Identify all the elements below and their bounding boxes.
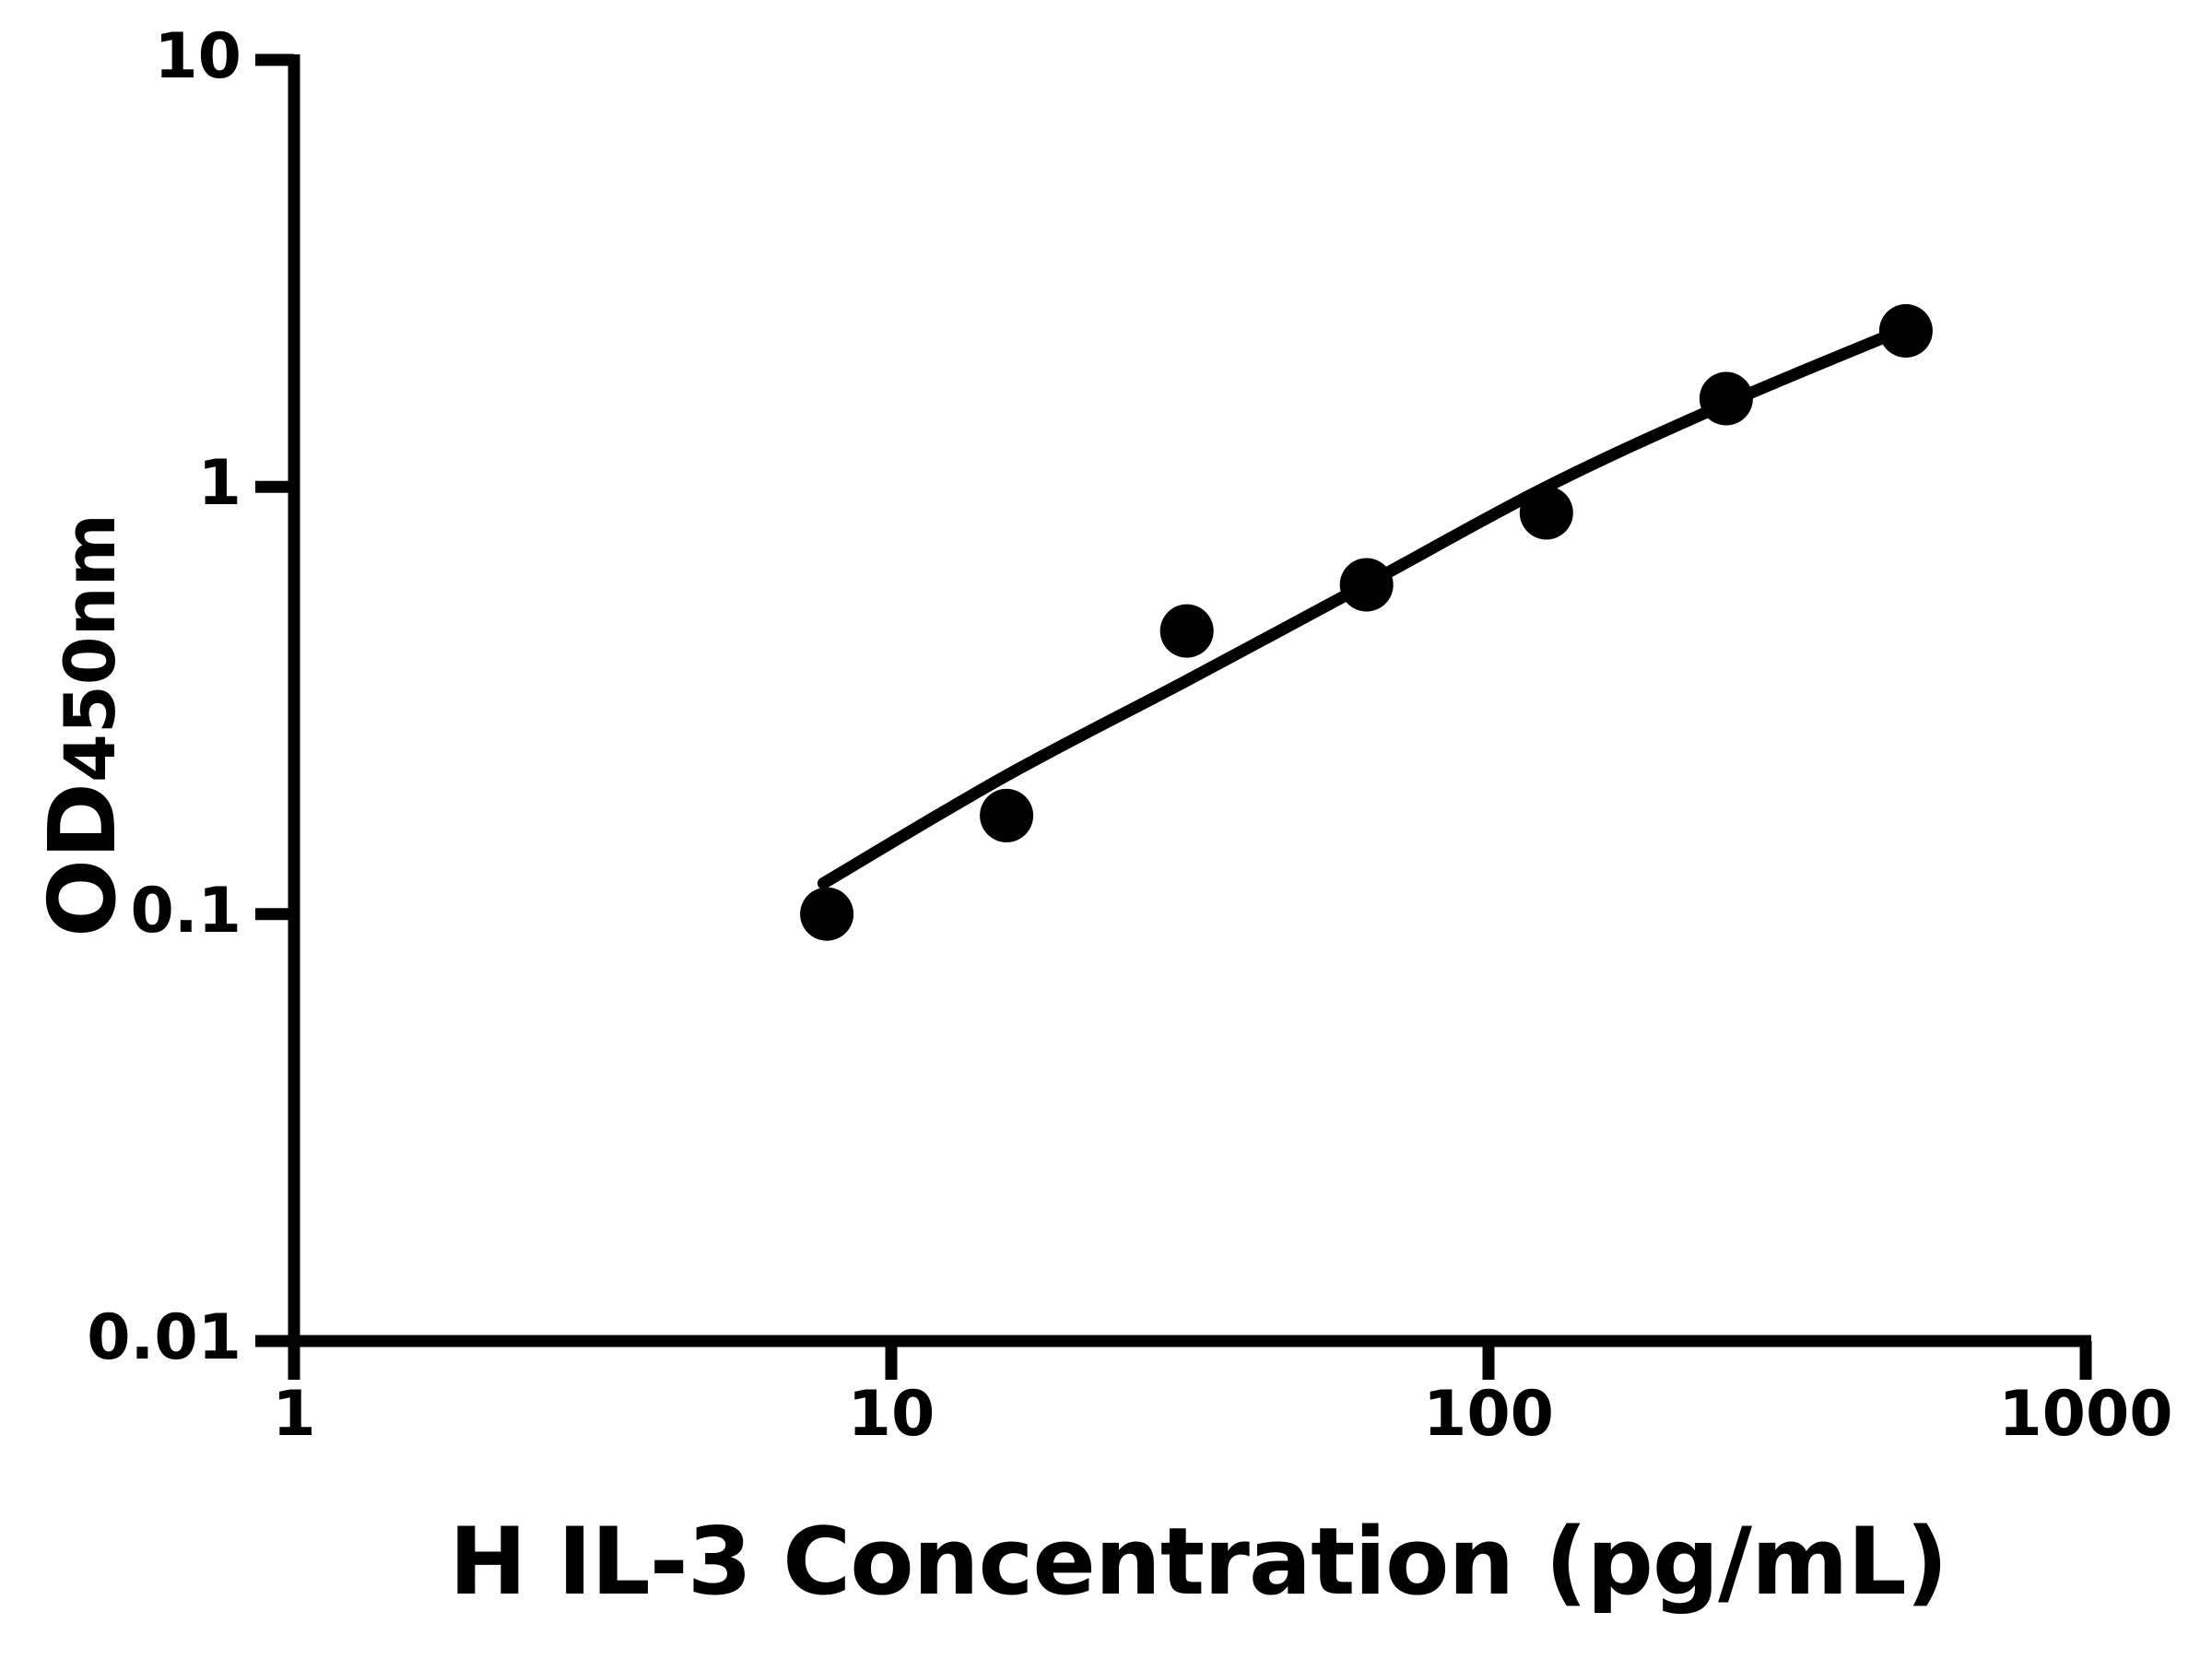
data-point [800,887,854,941]
x-axis-title: H IL-3 Concentration (pg/mL) [449,1507,1948,1616]
y-ticks [255,53,294,1347]
y-tick-label-1: 1 [197,447,241,520]
y-axis-title: OD 450nm [29,504,175,947]
data-point [980,788,1034,842]
x-tick-label-1: 1 [272,1378,316,1451]
data-point [1519,486,1573,540]
axes [288,54,2091,1347]
data-point [1699,371,1753,426]
x-tick-label-10: 10 [847,1378,935,1451]
x-tick-label-100: 100 [1423,1378,1554,1451]
y-tick-label-10: 10 [154,20,241,93]
y-tick-label-0.1: 0.1 [130,875,241,947]
y-axis-title-subscript: 450nm [49,513,131,782]
x-ticks [288,1341,2092,1380]
x-tick-label-1000: 1000 [1998,1378,2173,1451]
data-point [1878,304,1933,358]
y-axis-title-main: OD [29,782,136,937]
data-points [800,304,1933,941]
y-tick-label-0.01: 0.01 [87,1301,241,1374]
data-point [1339,558,1394,612]
data-point [1159,604,1214,658]
